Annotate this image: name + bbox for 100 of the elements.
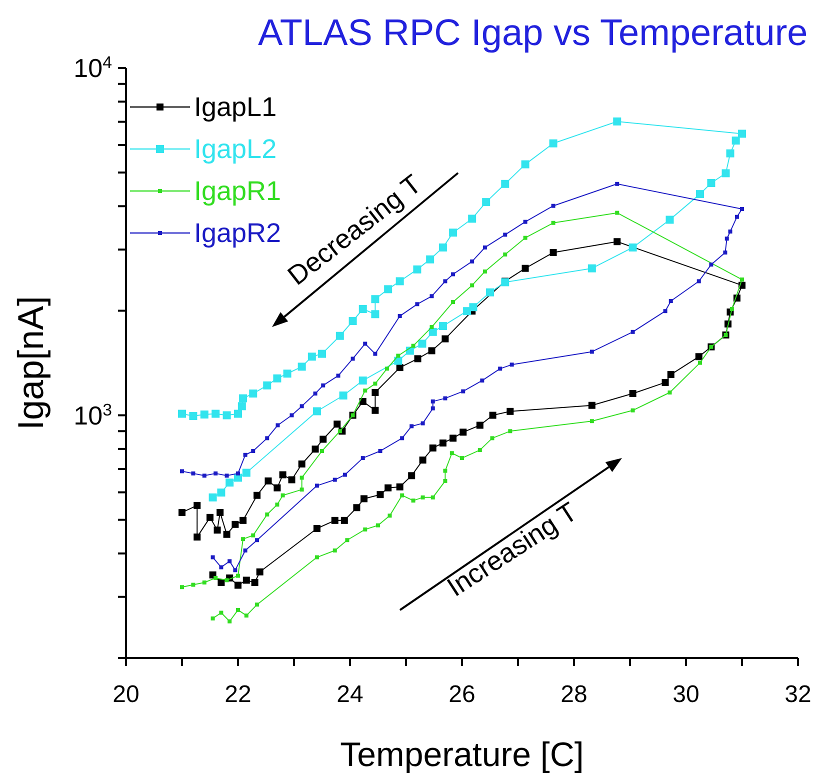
point [332, 548, 337, 552]
y-tick-label: 10$^{4}$ [74, 52, 112, 83]
point [339, 392, 348, 400]
x-axis-title: Temperature [C] [340, 736, 584, 774]
x-tick-label: 22 [224, 681, 252, 708]
point [298, 362, 306, 371]
point [521, 160, 530, 168]
point [668, 390, 672, 394]
point [430, 495, 435, 500]
x-tick-label: 28 [560, 681, 588, 708]
point [588, 264, 596, 272]
point [318, 350, 326, 358]
point [263, 381, 272, 390]
point [738, 130, 746, 138]
y-axis-title: Igap[nA] [10, 296, 51, 430]
point [438, 243, 447, 252]
point [486, 288, 494, 296]
point [696, 190, 704, 198]
point [208, 493, 217, 502]
point [280, 493, 285, 498]
point [411, 498, 416, 503]
point [730, 307, 734, 312]
legend-label: IgapR1 [194, 176, 282, 206]
point [726, 149, 734, 158]
point [358, 305, 367, 314]
point [189, 412, 198, 420]
point [320, 449, 324, 454]
point [376, 523, 380, 528]
point [590, 419, 594, 424]
point [234, 410, 242, 418]
point [373, 382, 378, 386]
point [451, 300, 456, 304]
x-tick-label: 24 [336, 681, 364, 708]
point [478, 448, 482, 452]
point [226, 478, 234, 487]
point [210, 616, 215, 620]
point [244, 614, 248, 618]
x-tick-label: 30 [672, 681, 700, 708]
point [312, 407, 321, 416]
point [523, 236, 528, 240]
point [273, 374, 282, 382]
point [239, 394, 248, 402]
point [394, 356, 402, 365]
point [236, 608, 240, 612]
point [732, 136, 740, 145]
point [300, 476, 304, 480]
point [482, 270, 487, 274]
point [420, 495, 425, 500]
point [238, 402, 246, 410]
point [613, 117, 622, 126]
point [265, 512, 270, 516]
point [430, 325, 434, 330]
point [224, 578, 229, 582]
legend-label: IgapR2 [194, 218, 282, 248]
point [242, 468, 250, 477]
point [275, 502, 280, 507]
legend-label: IgapL2 [194, 134, 277, 164]
point [371, 295, 380, 304]
point [202, 580, 206, 584]
point [468, 214, 476, 223]
point [348, 317, 357, 326]
point [255, 602, 260, 607]
point [438, 322, 447, 330]
point [371, 310, 380, 318]
point [490, 436, 494, 440]
point [345, 538, 350, 542]
point [630, 408, 635, 412]
point [503, 252, 508, 256]
point [549, 139, 558, 148]
point [698, 360, 702, 365]
point [212, 410, 220, 418]
point [469, 303, 478, 312]
point [363, 388, 368, 393]
point [236, 574, 240, 578]
point [363, 527, 368, 532]
point [449, 228, 458, 237]
point [707, 179, 716, 187]
point [384, 366, 389, 371]
point [418, 340, 426, 348]
point [411, 344, 416, 348]
point [722, 169, 730, 178]
point [482, 198, 490, 206]
x-tick-label: 26 [448, 681, 476, 708]
point [228, 619, 232, 624]
point [283, 370, 292, 378]
point [740, 278, 744, 282]
point [443, 478, 448, 483]
x-tick-label: 32 [784, 681, 812, 708]
x-tick-label: 20 [112, 681, 140, 708]
point [200, 410, 208, 419]
point [428, 328, 437, 336]
point [300, 488, 304, 492]
point [426, 255, 434, 264]
point [222, 411, 231, 420]
point [501, 180, 510, 188]
point [241, 537, 246, 542]
point [214, 576, 218, 580]
point [443, 468, 448, 473]
point [358, 376, 367, 385]
point [217, 488, 226, 497]
